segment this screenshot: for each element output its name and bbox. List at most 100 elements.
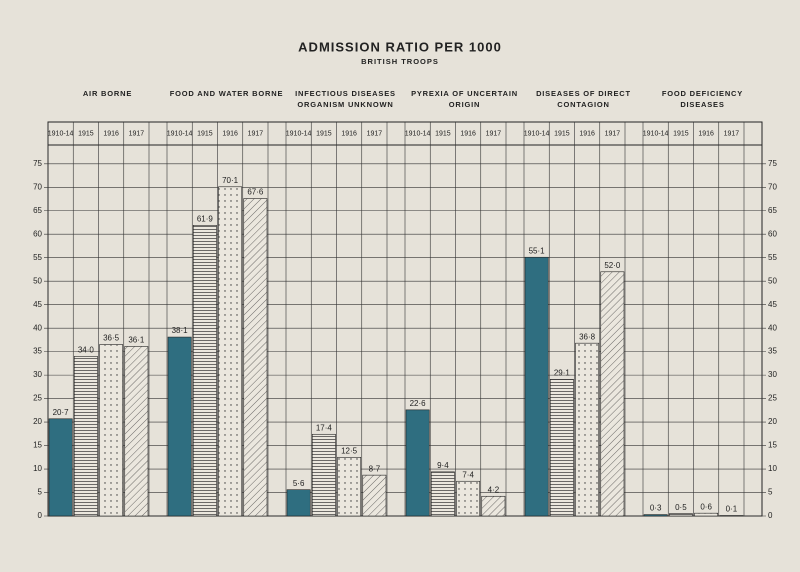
bar	[524, 256, 549, 517]
period-label: 1915	[673, 130, 689, 137]
chart-title: ADMISSION RATIO PER 1000	[298, 39, 502, 54]
chart-subtitle: BRITISH TROOPS	[361, 57, 439, 66]
y-tick-label-right: 15	[768, 441, 777, 450]
bar	[243, 198, 268, 517]
group-label: INFECTIOUS DISEASES ORGANISM UNKNOWN	[295, 89, 396, 109]
period-label: 1917	[724, 130, 740, 137]
y-tick-label-right: 0	[768, 511, 773, 520]
value-label: 61·9	[197, 214, 214, 223]
value-label: 0·1	[726, 505, 738, 514]
bar	[643, 514, 668, 517]
y-tick-label-right: 70	[768, 182, 777, 191]
y-tick-label-right: 40	[768, 323, 777, 332]
y-tick-label: 50	[33, 276, 42, 285]
y-tick-label: 0	[38, 511, 43, 520]
period-label: 1915	[78, 130, 94, 137]
y-tick-label-right: 60	[768, 229, 777, 238]
group-label: AIR BORNE	[82, 89, 133, 98]
bar	[575, 342, 600, 517]
bar	[456, 480, 481, 517]
period-label: 1916	[698, 130, 714, 137]
period-label: 1910-14	[524, 130, 550, 137]
y-tick-label: 20	[33, 417, 42, 426]
value-label: 0·5	[675, 503, 687, 512]
y-tick-label-right: 5	[768, 488, 773, 497]
bar	[549, 379, 574, 517]
y-tick-label-right: 35	[768, 347, 777, 356]
y-tick-label-right: 75	[768, 159, 777, 168]
y-tick-label-right: 65	[768, 206, 777, 215]
y-tick-label: 30	[33, 370, 42, 379]
bar	[99, 344, 124, 517]
bar	[405, 409, 430, 517]
period-label: 1910-14	[48, 130, 74, 137]
y-tick-label: 60	[33, 229, 42, 238]
value-label: 36·5	[103, 334, 120, 343]
period-label: 1917	[248, 130, 264, 137]
period-label: 1910-14	[405, 130, 431, 137]
bar	[124, 346, 149, 517]
bar	[337, 456, 362, 517]
y-tick-label: 35	[33, 347, 42, 356]
bar	[73, 356, 98, 517]
value-label: 0·3	[650, 504, 662, 513]
group-label: FOOD DEFICIENCY DISEASES	[661, 89, 744, 109]
y-tick-label: 45	[33, 300, 42, 309]
value-label: 0·6	[700, 502, 712, 511]
period-label: 1910-14	[167, 130, 193, 137]
bar	[286, 489, 311, 517]
value-label: 36·8	[579, 332, 596, 341]
period-label: 1917	[129, 130, 145, 137]
bar	[668, 513, 693, 517]
bar	[167, 336, 192, 517]
bar	[481, 495, 506, 517]
y-tick-label-right: 25	[768, 394, 777, 403]
value-label: 52·0	[604, 261, 621, 270]
value-label: 29·1	[554, 368, 571, 377]
bar	[311, 433, 336, 517]
y-tick-label: 40	[33, 323, 42, 332]
bar	[600, 271, 625, 517]
period-label: 1916	[460, 130, 476, 137]
y-tick-label: 10	[33, 464, 42, 473]
bar	[362, 474, 387, 517]
y-tick-label-right: 30	[768, 370, 777, 379]
bar	[694, 512, 719, 517]
period-label: 1917	[486, 130, 502, 137]
period-label: 1910-14	[643, 130, 669, 137]
y-tick-label-right: 20	[768, 417, 777, 426]
value-label: 20·7	[53, 408, 70, 417]
period-label: 1915	[554, 130, 570, 137]
period-label: 1916	[103, 130, 119, 137]
period-label: 1917	[367, 130, 383, 137]
bar	[218, 186, 243, 517]
y-tick-label: 25	[33, 394, 42, 403]
y-tick-label-right: 55	[768, 253, 777, 262]
group-label: DISEASES OF DIRECT CONTAGION	[536, 89, 631, 109]
value-label: 8·7	[369, 464, 381, 473]
y-tick-label: 5	[38, 488, 43, 497]
value-label: 70·1	[222, 176, 239, 185]
value-label: 5·6	[293, 479, 305, 488]
value-label: 22·6	[410, 399, 427, 408]
y-tick-label-right: 50	[768, 276, 777, 285]
y-tick-label: 65	[33, 206, 42, 215]
value-label: 9·4	[437, 461, 449, 470]
value-label: 12·5	[341, 446, 358, 455]
value-label: 38·1	[172, 326, 189, 335]
period-label: 1910-14	[286, 130, 312, 137]
y-tick-label: 55	[33, 253, 42, 262]
value-label: 4·2	[488, 485, 500, 494]
period-label: 1916	[222, 130, 238, 137]
value-label: 67·6	[247, 188, 264, 197]
period-label: 1917	[605, 130, 621, 137]
y-tick-label: 75	[33, 159, 42, 168]
period-label: 1915	[435, 130, 451, 137]
bar	[430, 471, 455, 517]
value-label: 34·0	[78, 345, 95, 354]
y-tick-label: 70	[33, 182, 42, 191]
y-tick-label-right: 45	[768, 300, 777, 309]
value-label: 55·1	[529, 246, 546, 255]
y-tick-label: 15	[33, 441, 42, 450]
period-label: 1915	[316, 130, 332, 137]
